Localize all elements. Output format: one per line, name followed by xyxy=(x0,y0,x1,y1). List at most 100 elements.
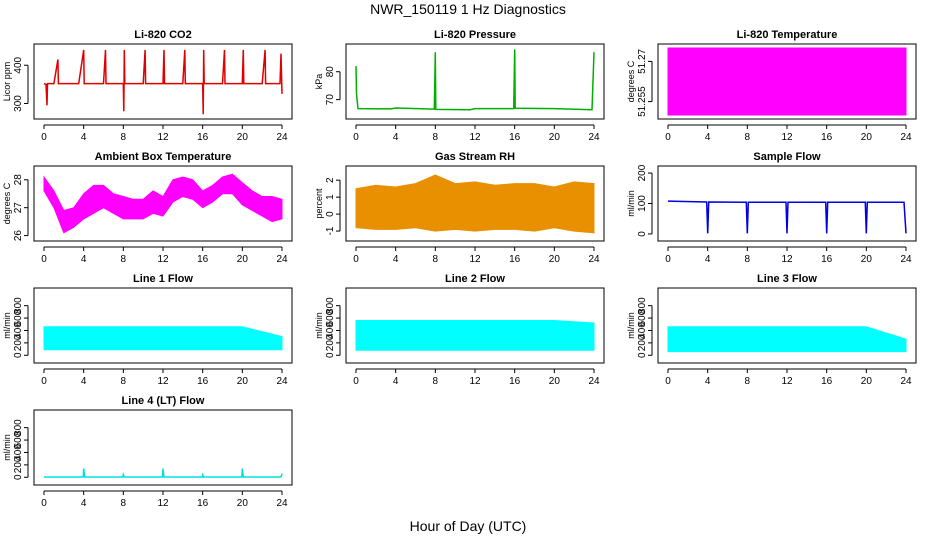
chart-title: Gas Stream RH xyxy=(435,151,515,163)
y-tick-label: 600 xyxy=(637,309,648,326)
x-tick-label: 4 xyxy=(705,132,711,143)
chart-panel-1: Li-820 CO2 Licor ppm 0 4 8 12 16 20 24 300 400 xyxy=(2,29,293,143)
x-tick-label: 20 xyxy=(861,376,873,387)
x-axis: 0 4 8 12 16 20 24 xyxy=(41,368,288,387)
x-tick-label: 8 xyxy=(745,376,751,387)
data-series xyxy=(43,49,283,115)
x-tick-label: 8 xyxy=(745,254,751,265)
x-tick-label: 24 xyxy=(588,254,600,265)
x-tick-label: 16 xyxy=(509,376,521,387)
series-band xyxy=(43,173,283,234)
y-tick-label: 0 xyxy=(325,211,336,217)
figure-xlabel: Hour of Day (UTC) xyxy=(410,518,527,534)
chart-title: Li-820 Temperature xyxy=(737,29,838,41)
series-line xyxy=(355,49,595,111)
y-tick-label: 800 xyxy=(325,297,336,314)
x-tick-label: 8 xyxy=(121,254,127,265)
x-tick-label: 24 xyxy=(276,376,288,387)
series-line xyxy=(44,468,283,478)
x-tick-label: 12 xyxy=(157,376,169,387)
x-tick-label: 16 xyxy=(821,376,833,387)
x-tick-label: 8 xyxy=(433,376,439,387)
series-line xyxy=(43,49,283,115)
series-band xyxy=(667,47,907,116)
x-tick-label: 4 xyxy=(393,376,399,387)
y-tick-label: 600 xyxy=(13,431,24,448)
chart-title: Sample Flow xyxy=(753,151,821,163)
y-axis: -1 0 1 2 xyxy=(325,177,341,236)
x-tick-label: 16 xyxy=(197,376,209,387)
plot-frame xyxy=(345,287,605,364)
x-tick-label: 0 xyxy=(41,254,47,265)
data-series xyxy=(355,49,595,111)
x-axis: 0 4 8 12 16 20 24 xyxy=(41,490,288,509)
x-tick-label: 12 xyxy=(469,254,481,265)
x-tick-label: 12 xyxy=(157,132,169,143)
y-tick-label: 200 xyxy=(637,334,648,351)
x-tick-label: 0 xyxy=(41,498,47,509)
y-tick-label: 400 xyxy=(13,444,24,461)
chart-title: Line 1 Flow xyxy=(133,273,193,285)
chart-panel-6: Sample Flow ml/min 0 4 8 12 16 20 24 0 100 200 xyxy=(626,151,917,265)
figure-title: NWR_150119 1 Hz Diagnostics xyxy=(370,1,566,17)
x-tick-label: 12 xyxy=(781,254,793,265)
x-tick-label: 16 xyxy=(821,254,833,265)
y-axis: 51.255 51.27 xyxy=(637,48,653,117)
plot-frame xyxy=(33,287,293,364)
x-tick-label: 16 xyxy=(821,132,833,143)
plot-frame xyxy=(33,43,293,120)
x-tick-label: 12 xyxy=(157,498,169,509)
y-axis-label: ml/min xyxy=(2,434,12,461)
chart-panel-2: Li-820 Pressure kPa 0 4 8 12 16 20 24 70 80 xyxy=(314,29,605,143)
y-axis: 300 400 xyxy=(13,56,29,112)
x-tick-label: 20 xyxy=(549,376,561,387)
x-axis: 0 4 8 12 16 20 24 xyxy=(41,124,288,143)
data-series xyxy=(355,174,595,234)
x-tick-label: 0 xyxy=(665,132,671,143)
x-tick-label: 0 xyxy=(665,254,671,265)
data-series xyxy=(355,320,595,351)
plot-frame xyxy=(657,43,917,120)
x-tick-label: 4 xyxy=(393,254,399,265)
y-tick-label: 0 xyxy=(325,352,336,358)
y-axis-label: ml/min xyxy=(626,190,636,217)
plot-frame xyxy=(345,165,605,242)
plot-frame xyxy=(33,165,293,242)
y-tick-label: 51.27 xyxy=(637,48,648,73)
y-axis-label: Licor ppm xyxy=(2,62,12,102)
y-axis-label: kPa xyxy=(314,74,324,90)
y-tick-label: 0 xyxy=(13,352,24,358)
x-axis: 0 4 8 12 16 20 24 xyxy=(353,124,600,143)
x-tick-label: 24 xyxy=(276,254,288,265)
x-axis: 0 4 8 12 16 20 24 xyxy=(353,246,600,265)
chart-title: Li-820 Pressure xyxy=(434,29,516,41)
y-axis-label: degrees C xyxy=(626,60,636,102)
x-tick-label: 20 xyxy=(237,376,249,387)
x-tick-label: 4 xyxy=(81,376,87,387)
x-tick-label: 24 xyxy=(900,132,912,143)
x-axis: 0 4 8 12 16 20 24 xyxy=(665,124,912,143)
y-tick-label: 27 xyxy=(13,202,24,214)
series-band xyxy=(667,326,907,353)
y-axis: 0 100 200 xyxy=(637,164,653,237)
y-tick-label: 200 xyxy=(13,456,24,473)
x-tick-label: 4 xyxy=(81,498,87,509)
y-tick-label: 26 xyxy=(13,230,24,242)
x-tick-label: 20 xyxy=(861,132,873,143)
x-tick-label: 20 xyxy=(237,254,249,265)
y-tick-label: 200 xyxy=(325,334,336,351)
y-tick-label: -1 xyxy=(325,226,336,235)
chart-title: Line 2 Flow xyxy=(445,273,505,285)
data-series xyxy=(667,200,907,234)
x-tick-label: 0 xyxy=(41,132,47,143)
x-tick-label: 20 xyxy=(549,254,561,265)
